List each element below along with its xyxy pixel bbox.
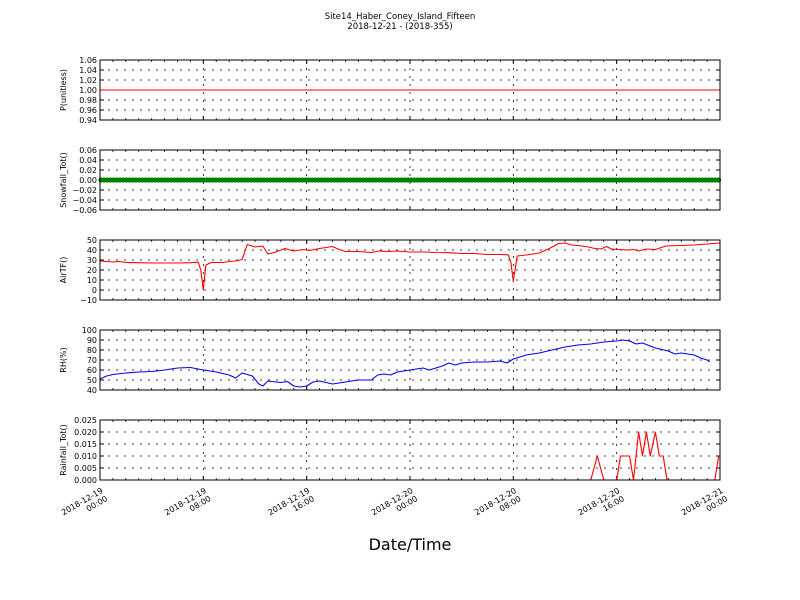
y-tick-label: 0.98 [79, 96, 97, 105]
panels: 0.940.960.981.001.021.041.06 P(unitless) −… [59, 56, 722, 485]
y-tick-label: 0.010 [74, 452, 97, 461]
y-tick-label: 40 [87, 246, 97, 255]
y-tick-label: 1.06 [79, 56, 97, 65]
y-tick-label: 0.06 [79, 146, 97, 155]
y-tick-label: 80 [87, 346, 97, 355]
y-tick-label: 0.02 [79, 166, 97, 175]
y-tick-label: 1.04 [79, 66, 97, 75]
y-tick-label: −10 [80, 296, 97, 305]
axes-frame [99, 239, 721, 301]
y-tick-label: 0.000 [74, 476, 97, 485]
y-tick-label: 70 [87, 356, 97, 365]
x-axis-label: Date/Time [369, 535, 452, 554]
y-tick-label: 90 [87, 336, 97, 345]
y-tick-label: 0.020 [74, 428, 97, 437]
y-tick-label: 40 [87, 386, 97, 395]
y-tick-label: 0.04 [79, 156, 97, 165]
axes-frame [99, 419, 721, 481]
y-tick-label: 60 [87, 366, 97, 375]
axes-frame [99, 329, 721, 391]
y-tick-label: 50 [87, 376, 97, 385]
series-line-3 [99, 242, 721, 291]
y-tick-label: 10 [87, 276, 97, 285]
y-axis-label: AirTF() [59, 257, 68, 284]
axes-frame [99, 59, 721, 121]
y-tick-label: 30 [87, 256, 97, 265]
y-axis-label: RH(%) [59, 347, 68, 372]
y-tick-label: 1.00 [79, 86, 97, 95]
panel-5: 0.000 0.005 0.010 0.015 0.020 0.025 Rainfall_T… [59, 416, 721, 485]
y-tick-label: 0.015 [74, 440, 97, 449]
series-markers [98, 177, 722, 183]
y-tick-label: −0.04 [72, 196, 97, 205]
y-tick-label: −0.02 [72, 186, 97, 195]
y-tick-label: 0.94 [79, 116, 97, 125]
y-axis-label: Snowfall_Tot() [59, 152, 68, 208]
y-tick-label: 50 [87, 236, 97, 245]
series-line-4 [99, 339, 711, 388]
y-tick-label: 100 [82, 326, 97, 335]
y-tick-label: 0.00 [79, 176, 97, 185]
y-tick-label: 0.025 [74, 416, 97, 425]
y-tick-label: 20 [87, 266, 97, 275]
panel-1: 0.940.960.981.001.021.041.06 P(unitless) [59, 56, 721, 125]
y-axis-label: P(unitless) [59, 69, 68, 111]
panel-2: −0.06−0.04−0.020.000.020.040.06 Snowfall_… [59, 146, 722, 215]
axes-frame [99, 149, 721, 211]
y-tick-label: 0 [92, 286, 97, 295]
y-tick-label: 0.96 [79, 106, 97, 115]
chart-title: Site14_Haber_Coney_Island_Fifteen [325, 12, 476, 22]
y-axis-label: Rainfall_Tot() [59, 424, 68, 476]
chart-subtitle: 2018-12-21 - (2018-355) [347, 22, 452, 32]
y-tick-label: 0.005 [74, 464, 97, 473]
y-tick-label: 1.02 [79, 76, 97, 85]
y-tick-label: −0.06 [72, 206, 97, 215]
